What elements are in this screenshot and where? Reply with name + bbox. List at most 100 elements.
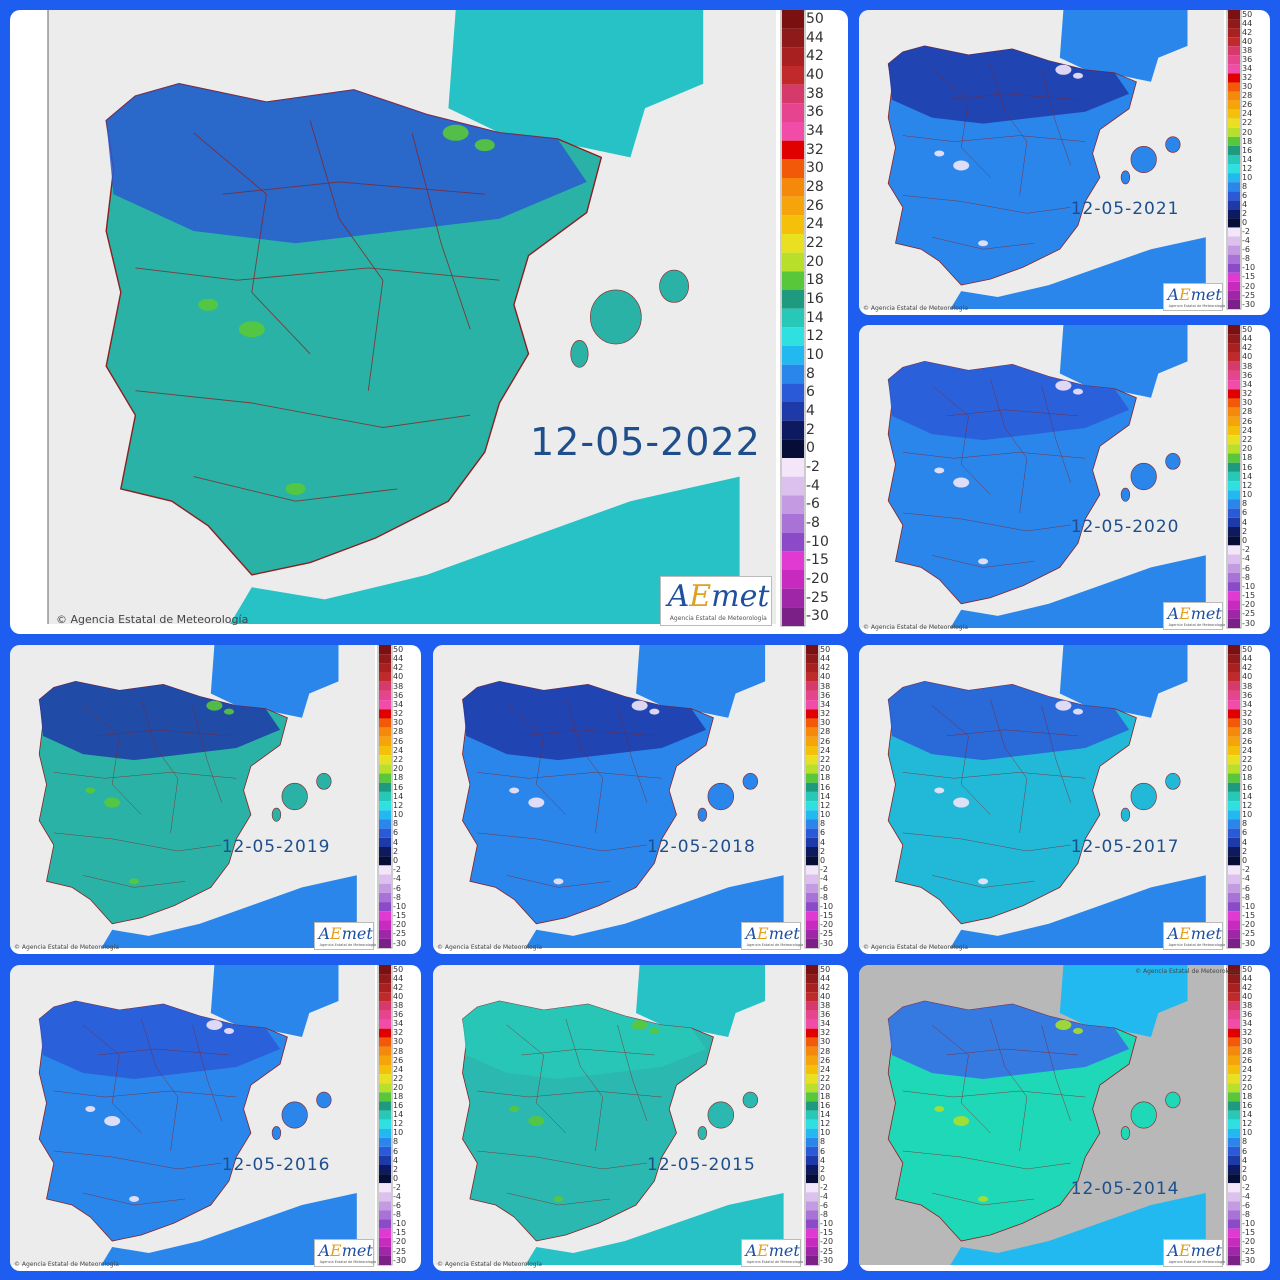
scale-label: 6 (1242, 508, 1248, 518)
scale-label: -6 (1242, 245, 1250, 255)
scale-swatch (806, 1055, 818, 1065)
scale-label: -8 (393, 892, 401, 902)
scale-label: 50 (393, 645, 404, 654)
scale-label: 20 (1242, 444, 1253, 454)
scale-label: 6 (1242, 828, 1248, 838)
scale-swatch (379, 791, 391, 802)
scale-swatch (1228, 591, 1240, 601)
balearic-island (697, 1126, 708, 1140)
scale-swatch (1228, 1010, 1240, 1020)
scale-swatch (379, 892, 391, 903)
france-region (1059, 965, 1188, 1037)
map-date-label: 12-05-2020 (1070, 516, 1180, 537)
scale-label: 44 (806, 29, 824, 46)
map-date-label: 12-05-2015 (647, 1154, 756, 1175)
scale-swatch (1228, 1001, 1240, 1011)
scale-swatch (806, 736, 818, 746)
scale-label: 20 (1242, 764, 1253, 774)
scale-swatch (1228, 37, 1240, 47)
scale-swatch (379, 1001, 391, 1011)
scale-label: 34 (1242, 379, 1253, 389)
scale-swatch (806, 1110, 818, 1120)
scale-swatch (379, 1228, 391, 1238)
scale-label: 44 (1242, 18, 1253, 28)
scale-swatch (782, 290, 804, 309)
scale-label: -30 (1242, 1255, 1256, 1265)
scale-swatch (1228, 334, 1240, 344)
scale-label: 32 (820, 709, 831, 719)
scale-swatch (806, 727, 818, 737)
scale-label: -10 (393, 901, 407, 911)
scale-swatch (782, 271, 804, 290)
scale-label: 18 (1242, 1092, 1253, 1102)
scale-label: 22 (820, 1073, 831, 1083)
scale-swatch (1228, 209, 1240, 219)
scale-swatch (1228, 100, 1240, 110)
scale-label: -10 (1242, 263, 1256, 273)
scale-swatch (1228, 490, 1240, 500)
scale-swatch (379, 1019, 391, 1029)
scale-swatch (1228, 435, 1240, 445)
scale-swatch (806, 929, 818, 939)
scale-swatch (1228, 263, 1240, 273)
scale-swatch (1228, 819, 1240, 829)
scale-label: 14 (820, 1110, 831, 1120)
scale-swatch (782, 140, 804, 160)
scale-swatch (1228, 755, 1240, 765)
scale-swatch (806, 1083, 818, 1093)
scale-swatch (1228, 920, 1240, 930)
france-region (636, 965, 766, 1037)
balearic-island (281, 1101, 308, 1129)
north-africa-region (950, 555, 1206, 628)
temperature-spot (1073, 72, 1083, 79)
scale-label: -10 (820, 901, 834, 911)
scale-label: 34 (1242, 64, 1253, 74)
scale-label: 44 (820, 973, 831, 983)
map-panel-2020: 50 44 42 40 38 36 34 32 30 28 26 24 22 20 18 16 14 12 10 8 6… (859, 325, 1270, 634)
scale-swatch (1228, 370, 1240, 381)
scale-label: -20 (1242, 1237, 1256, 1247)
scale-swatch (379, 755, 391, 765)
scale-label: 36 (1242, 370, 1253, 380)
france-region (636, 645, 766, 718)
scale-swatch (1228, 1210, 1240, 1220)
scale-swatch (782, 234, 804, 253)
color-scale-bar (1226, 325, 1242, 629)
scale-swatch (1228, 1046, 1240, 1056)
scale-swatch (1228, 1255, 1240, 1265)
scale-label: 24 (1242, 745, 1253, 755)
scale-label: 16 (820, 1101, 831, 1111)
color-scale-bar (1226, 965, 1242, 1266)
scale-swatch (1228, 1019, 1240, 1029)
scale-label: 28 (1242, 727, 1253, 737)
scale-label: 34 (1242, 1019, 1253, 1029)
scale-swatch (1228, 700, 1240, 710)
aemet-logo: AEmet Agencia Estatal de Meteorología (1163, 283, 1225, 311)
scale-label: -20 (393, 1237, 407, 1247)
scale-swatch (1228, 929, 1240, 939)
map-panel-2019: 50 44 42 40 38 36 34 32 30 28 26 24 22 20 18 16 14 12 10 8 6… (10, 645, 421, 954)
scale-swatch (1228, 865, 1240, 875)
scale-swatch (1228, 1192, 1240, 1202)
scale-label: -2 (1242, 545, 1250, 555)
scale-label: 28 (1242, 1046, 1253, 1056)
scale-label: 16 (1242, 782, 1253, 792)
scale-label: 10 (1242, 490, 1253, 500)
temperature-spot (631, 700, 648, 711)
scale-label: -15 (806, 552, 829, 569)
scale-label: 30 (820, 718, 831, 728)
temperature-spot (934, 1106, 945, 1112)
temperature-spot (104, 797, 121, 808)
scale-swatch (1228, 55, 1240, 65)
scale-label: 20 (806, 253, 824, 270)
scale-swatch (379, 1083, 391, 1093)
scale-swatch (806, 1192, 818, 1202)
scale-swatch (806, 902, 818, 912)
temperature-spot (649, 708, 660, 715)
scale-swatch (1228, 645, 1240, 655)
temperature-spot (934, 787, 945, 794)
scale-label: -30 (1242, 618, 1256, 628)
scale-label: 34 (820, 699, 831, 709)
color-scale-bar (1226, 10, 1242, 310)
scale-label: -8 (1242, 572, 1250, 582)
